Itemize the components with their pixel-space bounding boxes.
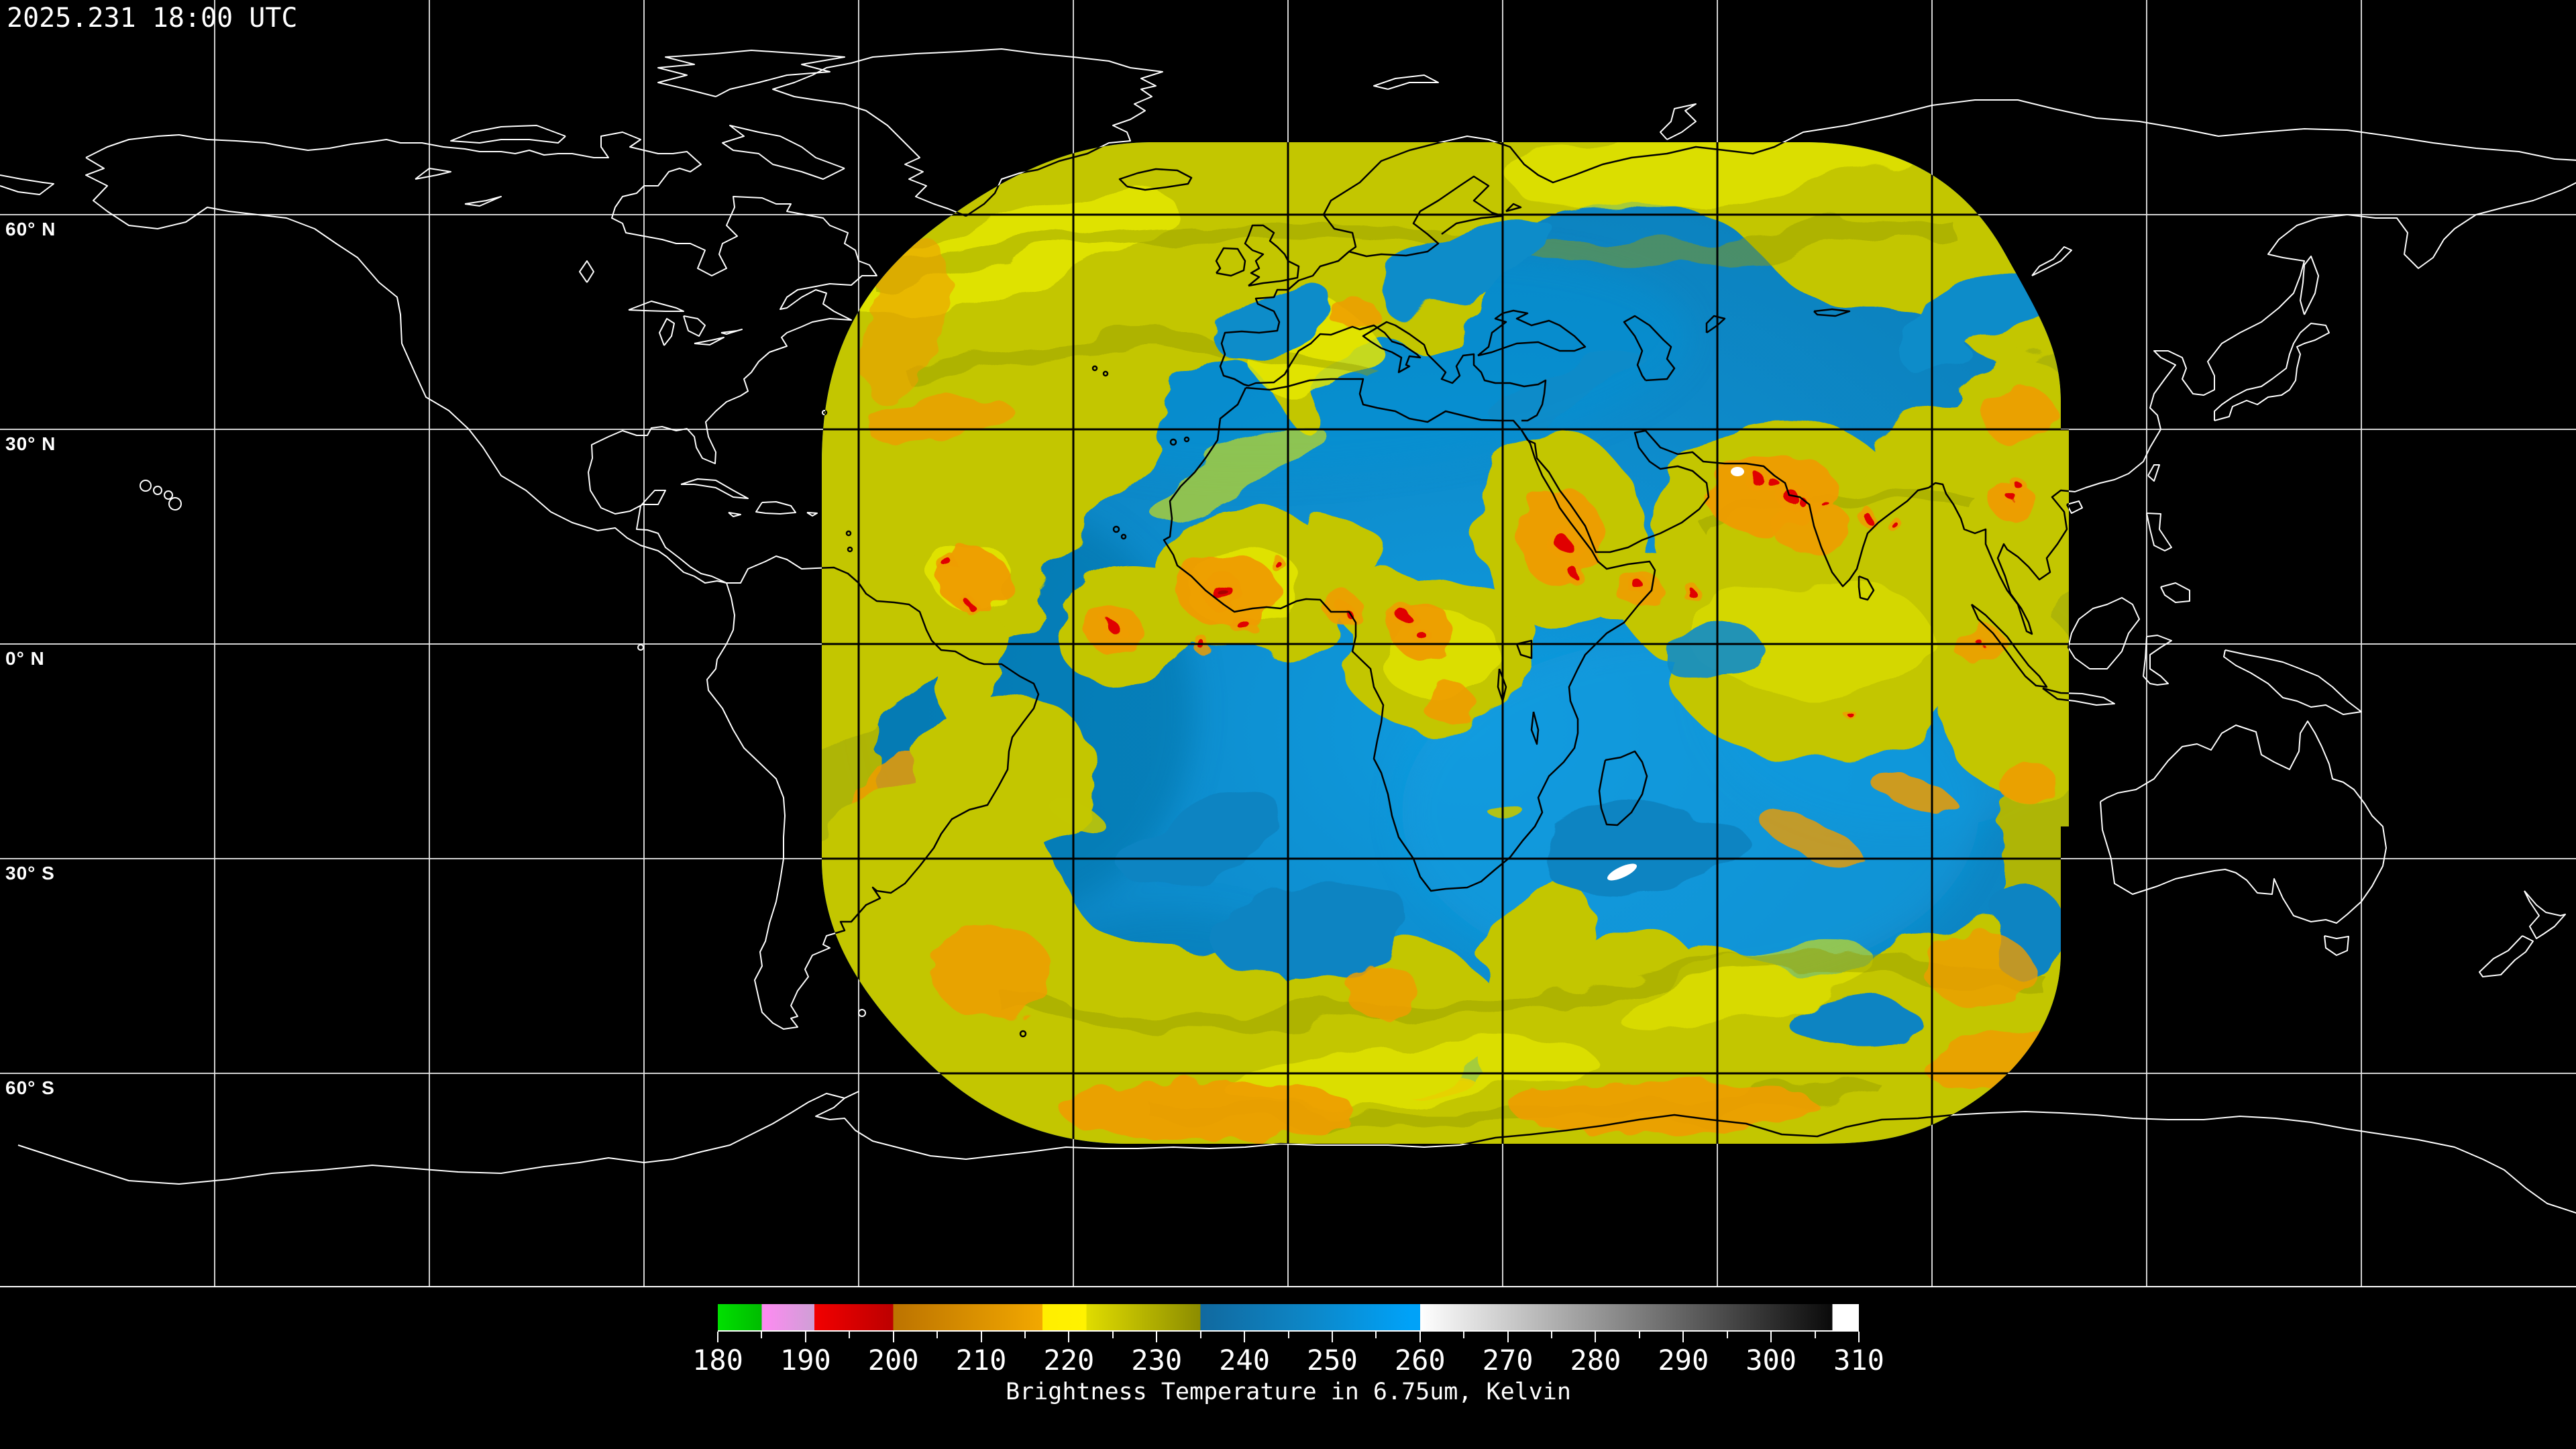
colorbar-tick-305 <box>1814 1332 1816 1338</box>
colorbar-tick-200 <box>892 1332 894 1342</box>
colorbar-tick-230 <box>1156 1332 1158 1342</box>
colorbar-label-240: 240 <box>1219 1344 1270 1377</box>
colorbar-tick-300 <box>1770 1332 1772 1342</box>
colorbar-tick-190 <box>804 1332 806 1342</box>
colorbar-tick-185 <box>761 1332 763 1338</box>
colorbar-tick-195 <box>849 1332 851 1338</box>
colorbar-tick-290 <box>1682 1332 1684 1342</box>
colorbar-label-310: 310 <box>1833 1344 1884 1377</box>
colorbar-tick-265 <box>1463 1332 1465 1338</box>
colorbar-tick-250 <box>1331 1332 1333 1342</box>
lat-label-1: 30° N <box>5 433 56 454</box>
colorbar-label-270: 270 <box>1482 1344 1534 1377</box>
colorbar-tick-310 <box>1858 1332 1860 1342</box>
colorbar-tick-295 <box>1726 1332 1728 1338</box>
colorbar-tick-210 <box>980 1332 982 1342</box>
colorbar-tick-235 <box>1199 1332 1201 1338</box>
lat-label-2: 0° N <box>5 648 45 669</box>
lat-label-0: 60° N <box>5 219 56 239</box>
colorbar-tick-285 <box>1638 1332 1640 1338</box>
colorbar-label-190: 190 <box>780 1344 831 1377</box>
colorbar-label-250: 250 <box>1306 1344 1358 1377</box>
colorbar-caption: Brightness Temperature in 6.75um, Kelvin <box>1006 1379 1571 1405</box>
colorbar-label-200: 200 <box>867 1344 919 1377</box>
colorbar-tick-215 <box>1024 1332 1026 1338</box>
colorbar-label-230: 230 <box>1131 1344 1183 1377</box>
lat-label-4: 60° S <box>5 1077 55 1098</box>
satellite-data-swath <box>822 142 2069 1144</box>
colorbar-tick-220 <box>1068 1332 1070 1342</box>
colorbar-right-edge <box>1858 1304 1859 1330</box>
colorbar-tick-205 <box>936 1332 938 1338</box>
colorbar <box>718 1304 1859 1332</box>
colorbar-label-220: 220 <box>1043 1344 1095 1377</box>
colorbar-tick-180 <box>717 1332 718 1342</box>
colorbar-tick-240 <box>1244 1332 1246 1342</box>
colorbar-label-180: 180 <box>692 1344 743 1377</box>
lat-label-3: 30° S <box>5 863 55 883</box>
colorbar-tick-225 <box>1112 1332 1114 1338</box>
colorbar-label-280: 280 <box>1570 1344 1621 1377</box>
timestamp-label: 2025.231 18:00 UTC <box>7 3 298 34</box>
colorbar-tick-260 <box>1419 1332 1421 1342</box>
colorbar-label-210: 210 <box>955 1344 1007 1377</box>
colorbar-tick-245 <box>1287 1332 1289 1338</box>
colorbar-tick-275 <box>1551 1332 1553 1338</box>
colorbar-label-260: 260 <box>1394 1344 1446 1377</box>
colorbar-label-290: 290 <box>1658 1344 1709 1377</box>
colorbar-tick-255 <box>1375 1332 1377 1338</box>
colorbar-label-300: 300 <box>1746 1344 1797 1377</box>
colorbar-tick-270 <box>1507 1332 1509 1342</box>
colorbar-tick-280 <box>1595 1332 1597 1342</box>
